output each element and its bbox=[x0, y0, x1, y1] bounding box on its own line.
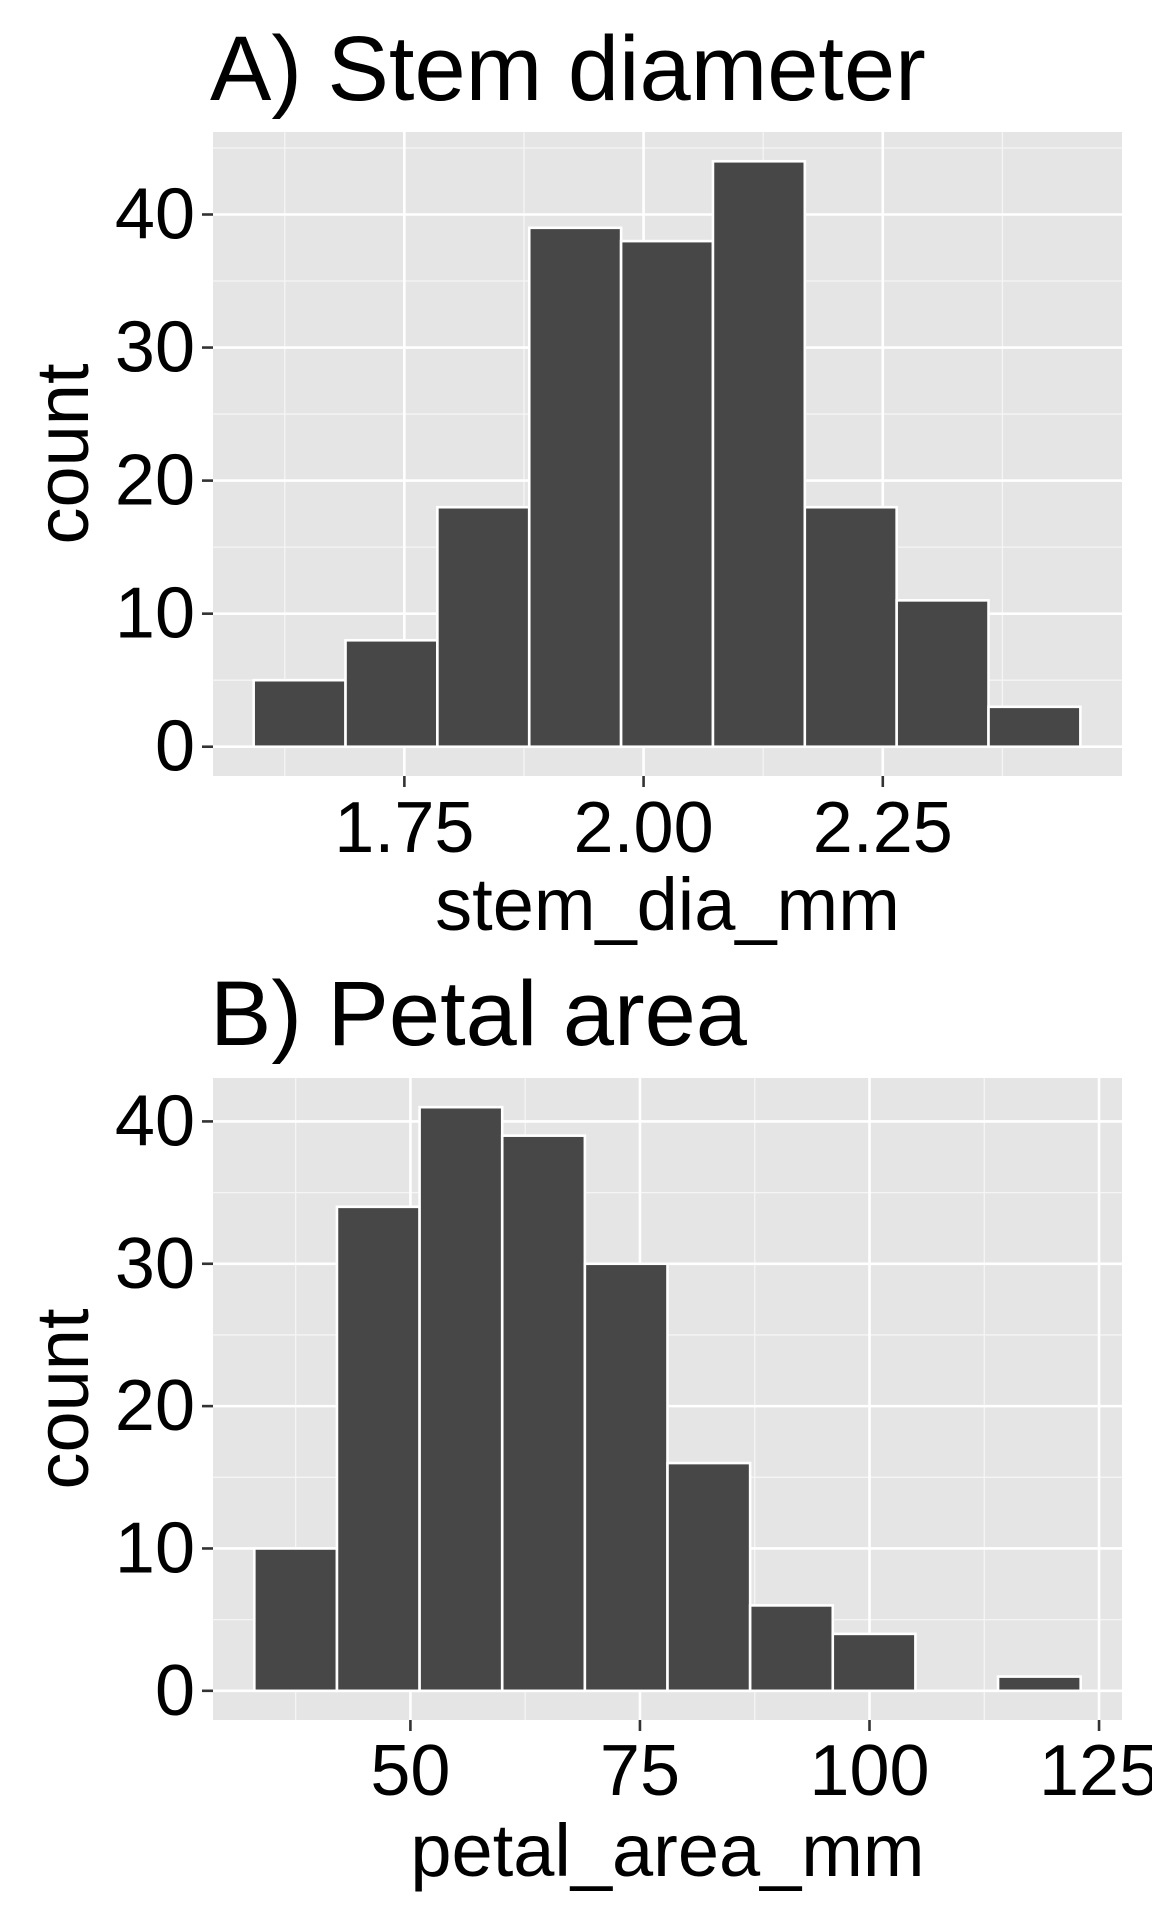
stem-histogram-bar bbox=[436, 505, 531, 749]
petal-histogram-panel: 0 10 20 30 40 50 75 100 125 petal_area_mm count B) … bbox=[21, 963, 1152, 1892]
petal-x-axis-title: petal_area_mm bbox=[410, 1809, 924, 1892]
petal-histogram-bar bbox=[996, 1675, 1082, 1693]
stem-y-axis-title: count bbox=[21, 363, 104, 544]
stem-y-tick-label: 20 bbox=[115, 441, 195, 521]
petal-y-tick-label: 10 bbox=[115, 1508, 195, 1588]
petal-y-tick-label: 20 bbox=[115, 1366, 195, 1446]
stem-histogram-bar bbox=[344, 638, 439, 749]
stem-x-tick-label: 1.75 bbox=[334, 788, 474, 868]
petal-histogram-bar bbox=[666, 1461, 752, 1693]
petal-histogram-bar bbox=[748, 1604, 835, 1693]
stem-histogram-bar bbox=[895, 599, 990, 749]
petal-histogram-bar bbox=[418, 1105, 504, 1693]
petal-y-tick-label: 40 bbox=[115, 1081, 195, 1161]
petal-y-tick-label: 0 bbox=[155, 1651, 195, 1731]
petal-y-tick-label: 30 bbox=[115, 1224, 195, 1304]
petal-histogram-bar bbox=[583, 1262, 669, 1693]
stem-x-tick-label: 2.25 bbox=[813, 788, 953, 868]
petal-histogram-bar bbox=[831, 1632, 917, 1693]
stem-histogram-bar bbox=[711, 159, 807, 749]
stem-histogram-bar bbox=[987, 705, 1082, 749]
petal-x-tick-label: 50 bbox=[370, 1731, 450, 1811]
stem-histogram-bar bbox=[527, 226, 623, 749]
petal-y-axis-title: count bbox=[21, 1308, 104, 1489]
petal-x-tick-label: 125 bbox=[1039, 1731, 1152, 1811]
stem-histogram-bar bbox=[619, 239, 715, 749]
stem-y-tick-label: 30 bbox=[115, 308, 195, 388]
stem-histogram-bar bbox=[252, 678, 347, 749]
petal-x-tick-label: 75 bbox=[600, 1731, 680, 1811]
stem-chart-title: A) Stem diameter bbox=[210, 18, 926, 120]
petal-histogram-bar bbox=[253, 1547, 339, 1693]
stem-x-axis-title: stem_dia_mm bbox=[435, 863, 900, 946]
stem-x-tick-label: 2.00 bbox=[574, 788, 714, 868]
petal-histogram-bar bbox=[500, 1134, 587, 1693]
petal-chart-title: B) Petal area bbox=[210, 963, 748, 1065]
stem-y-tick-label: 10 bbox=[115, 574, 195, 654]
stem-histogram-bar bbox=[803, 505, 898, 749]
petal-x-tick-label: 100 bbox=[809, 1731, 929, 1811]
stem-y-tick-label: 0 bbox=[155, 707, 195, 787]
stem-y-tick-label: 40 bbox=[115, 174, 195, 254]
petal-histogram-bar bbox=[335, 1205, 421, 1693]
